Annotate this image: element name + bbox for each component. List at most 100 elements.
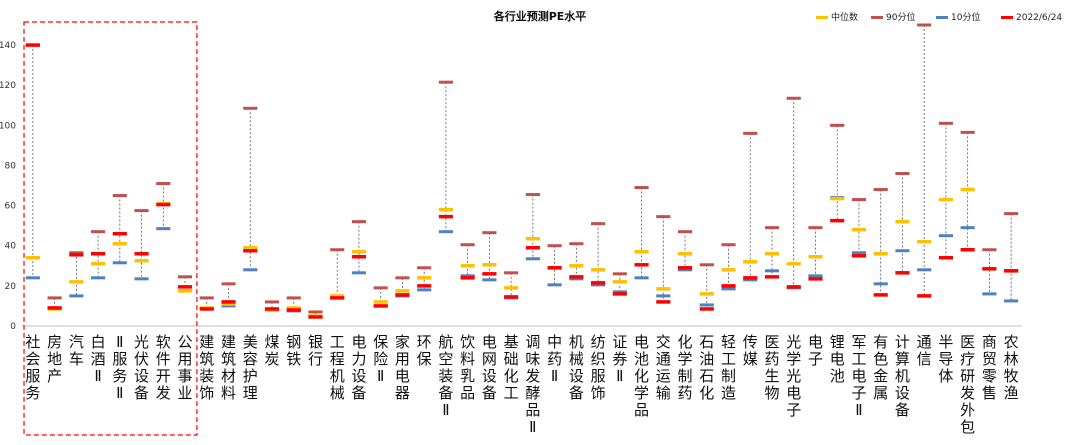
p10-marker — [438, 230, 453, 234]
p90-marker — [982, 248, 997, 252]
category-label: 化学制药 — [678, 333, 693, 402]
category-label: 电池化学品 — [634, 333, 649, 419]
legend: 中位数 90分位 10分位 2022/6/24 — [816, 11, 1062, 23]
current-marker — [199, 307, 214, 311]
p90-marker — [612, 272, 627, 276]
category-label: 钢铁 — [286, 333, 301, 368]
category-label: 饮料乳品 — [460, 333, 475, 402]
current-marker — [351, 255, 367, 259]
median-marker — [851, 227, 867, 232]
current-marker — [634, 263, 649, 267]
category-label: 计算机设备 — [895, 333, 910, 419]
p10-marker — [591, 283, 606, 287]
category-group — [460, 243, 475, 280]
p10-marker — [243, 268, 258, 272]
current-marker — [721, 284, 736, 288]
category-group — [525, 193, 540, 261]
p90-marker — [134, 209, 149, 213]
p10-marker — [851, 251, 867, 255]
current-marker — [395, 293, 410, 297]
category-group — [438, 80, 453, 234]
category-group — [199, 296, 214, 311]
p90-marker — [938, 121, 953, 125]
y-tick-label: 20 — [5, 282, 17, 292]
current-marker — [612, 292, 627, 296]
category-label: 纺织服饰 — [591, 333, 606, 402]
category-group — [330, 248, 345, 300]
median-marker — [960, 187, 975, 192]
median-legend-swatch — [816, 16, 828, 19]
median-marker — [286, 306, 301, 310]
category-group — [938, 121, 953, 260]
p10-marker — [460, 274, 475, 278]
current-marker — [938, 256, 953, 260]
p90-marker — [895, 171, 910, 175]
category-label: 保险 Ⅱ — [373, 333, 388, 385]
p90-marker — [808, 226, 823, 230]
category-label: 公用事业 — [178, 333, 193, 402]
category-label: 锂电池 — [830, 333, 845, 385]
current-marker — [69, 253, 84, 257]
median-marker — [764, 252, 780, 256]
p90-legend-swatch — [871, 16, 883, 19]
p10-marker — [25, 276, 40, 280]
category-label: 电子 — [808, 333, 823, 368]
current-marker — [177, 285, 193, 289]
p90-marker — [47, 296, 62, 300]
current-marker — [982, 267, 997, 271]
p90-marker — [1004, 212, 1019, 216]
p10-marker — [699, 303, 714, 307]
p90-marker — [960, 130, 975, 134]
category-group — [25, 43, 40, 280]
p90-marker — [786, 96, 801, 100]
category-group — [417, 266, 432, 292]
p90-marker — [199, 296, 214, 300]
current-marker — [460, 276, 475, 280]
current-marker — [373, 304, 388, 308]
category-label: Ⅱ 服务 Ⅱ — [112, 333, 127, 402]
p10-marker — [417, 288, 432, 292]
y-tick-label: 60 — [5, 202, 17, 212]
category-label: 航空装备 Ⅱ — [438, 333, 453, 419]
p10-marker — [156, 227, 171, 231]
category-label: 军工电子 Ⅱ — [851, 333, 866, 419]
category-label: 医药生物 — [764, 333, 779, 402]
current-marker — [264, 307, 280, 311]
p10-marker — [917, 268, 932, 272]
p90-marker — [917, 23, 932, 27]
category-group — [264, 300, 280, 312]
category-label: 调味发酵品 Ⅱ — [525, 333, 540, 436]
category-label: 轻工制造 — [721, 333, 736, 402]
p10-legend-swatch — [936, 16, 948, 19]
p10-marker — [677, 268, 693, 272]
p90-marker — [112, 194, 127, 198]
current-marker — [591, 281, 606, 285]
median-marker — [591, 268, 606, 272]
p90-marker — [438, 80, 453, 84]
category-group — [808, 226, 823, 281]
current-marker — [243, 249, 258, 253]
category-group — [91, 230, 106, 280]
p90-marker — [656, 215, 671, 219]
median-marker — [417, 276, 432, 280]
median-marker — [438, 207, 453, 212]
current-marker — [786, 285, 801, 289]
highlight-box — [23, 21, 198, 436]
median-marker — [873, 252, 888, 256]
median-marker — [830, 196, 845, 201]
category-label: 光伏设备 — [134, 333, 149, 402]
current-marker — [547, 266, 562, 270]
p10-marker — [808, 274, 823, 278]
p90-marker — [677, 230, 693, 234]
p10-marker — [569, 277, 584, 281]
median-marker — [612, 280, 627, 284]
median-marker — [373, 300, 388, 304]
p10-marker — [69, 294, 84, 298]
category-group — [395, 276, 410, 298]
median-marker — [504, 286, 519, 290]
current-marker — [656, 300, 671, 304]
category-label: 农林牧渔 — [1004, 333, 1019, 402]
category-label: 电网设备 — [482, 333, 497, 402]
p10-marker — [895, 249, 910, 253]
